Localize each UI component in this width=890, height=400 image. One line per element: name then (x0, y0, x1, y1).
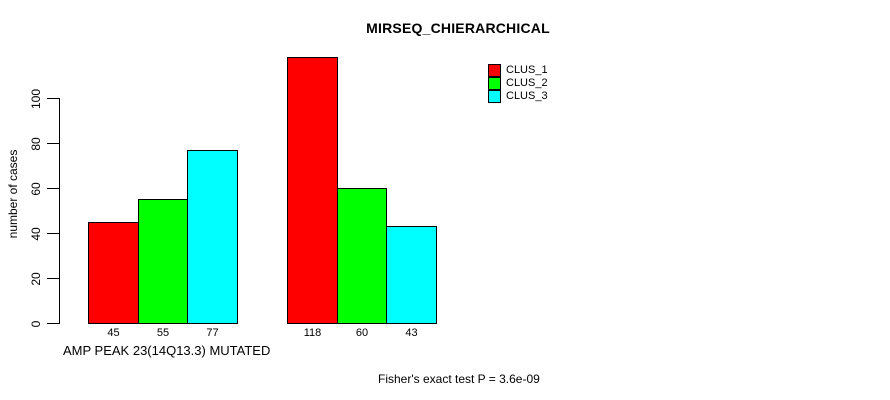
x-axis-label: AMP PEAK 23(14Q13.3) MUTATED (63, 343, 271, 358)
legend-item: CLUS_2 (488, 77, 548, 90)
bar (386, 226, 437, 324)
y-axis-line (59, 98, 60, 324)
bar-value-label: 77 (206, 327, 219, 339)
legend: CLUS_1 CLUS_2 CLUS_3 (488, 64, 548, 103)
bar (337, 188, 387, 324)
bar (138, 199, 188, 324)
y-axis-tick (47, 98, 59, 99)
chart-title: MIRSEQ_CHIERARCHICAL (366, 20, 550, 36)
bar (187, 150, 238, 324)
bar-value-label: 60 (355, 327, 369, 339)
y-axis-tick-label: 20 (29, 271, 43, 286)
y-axis-tick (47, 233, 59, 234)
y-axis-tick (47, 278, 59, 279)
bar-value-label: 118 (303, 327, 322, 339)
y-axis-tick-label: 0 (29, 320, 43, 327)
legend-label: CLUS_2 (506, 77, 548, 89)
y-axis-tick (47, 143, 59, 144)
bar (287, 57, 338, 324)
legend-swatch (488, 90, 501, 103)
bar (88, 222, 139, 324)
legend-label: CLUS_1 (506, 64, 548, 76)
bar-value-label: 45 (107, 327, 120, 339)
legend-item: CLUS_1 (488, 64, 548, 77)
y-axis-tick (47, 323, 59, 324)
legend-item: CLUS_3 (488, 90, 548, 103)
legend-swatch (488, 64, 501, 77)
bar-value-label: 43 (405, 327, 418, 339)
legend-swatch (488, 77, 501, 90)
y-axis-tick-label: 100 (29, 88, 43, 109)
y-axis-tick-label: 40 (29, 226, 43, 241)
bar-value-label: 55 (156, 327, 170, 339)
y-axis-tick-label: 60 (29, 181, 43, 196)
y-axis-tick (47, 188, 59, 189)
y-axis-tick-label: 80 (29, 136, 43, 151)
fisher-test-annotation: Fisher's exact test P = 3.6e-09 (378, 372, 540, 386)
legend-label: CLUS_3 (506, 90, 548, 102)
